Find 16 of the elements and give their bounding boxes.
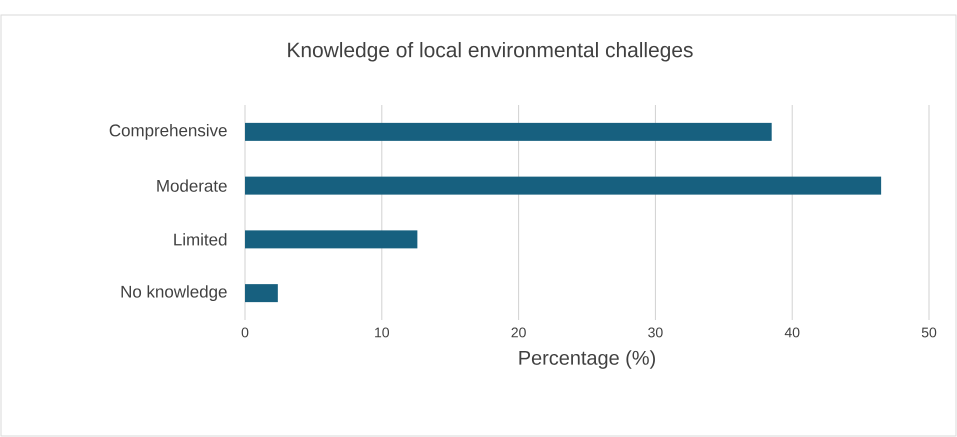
y-tick-label: Limited bbox=[174, 233, 226, 246]
y-tick-label: Moderate bbox=[157, 179, 227, 192]
bar bbox=[245, 122, 772, 141]
x-tick-label: 50 bbox=[922, 328, 936, 338]
x-tick-label: 0 bbox=[242, 328, 248, 338]
x-tick-label: 20 bbox=[512, 328, 526, 338]
x-axis-title: Percentage (%) bbox=[519, 350, 655, 369]
x-tick-label: 30 bbox=[648, 328, 663, 338]
chart-title: Knowledge of local environmental challeges bbox=[288, 42, 693, 62]
bar bbox=[245, 230, 418, 248]
bar bbox=[245, 176, 882, 195]
y-tick-label: Comprehensive bbox=[110, 124, 227, 140]
y-tick-label: No knowledge bbox=[122, 285, 227, 302]
x-tick-label: 10 bbox=[375, 328, 390, 338]
bar bbox=[245, 284, 278, 302]
x-tick-label: 40 bbox=[784, 328, 800, 338]
